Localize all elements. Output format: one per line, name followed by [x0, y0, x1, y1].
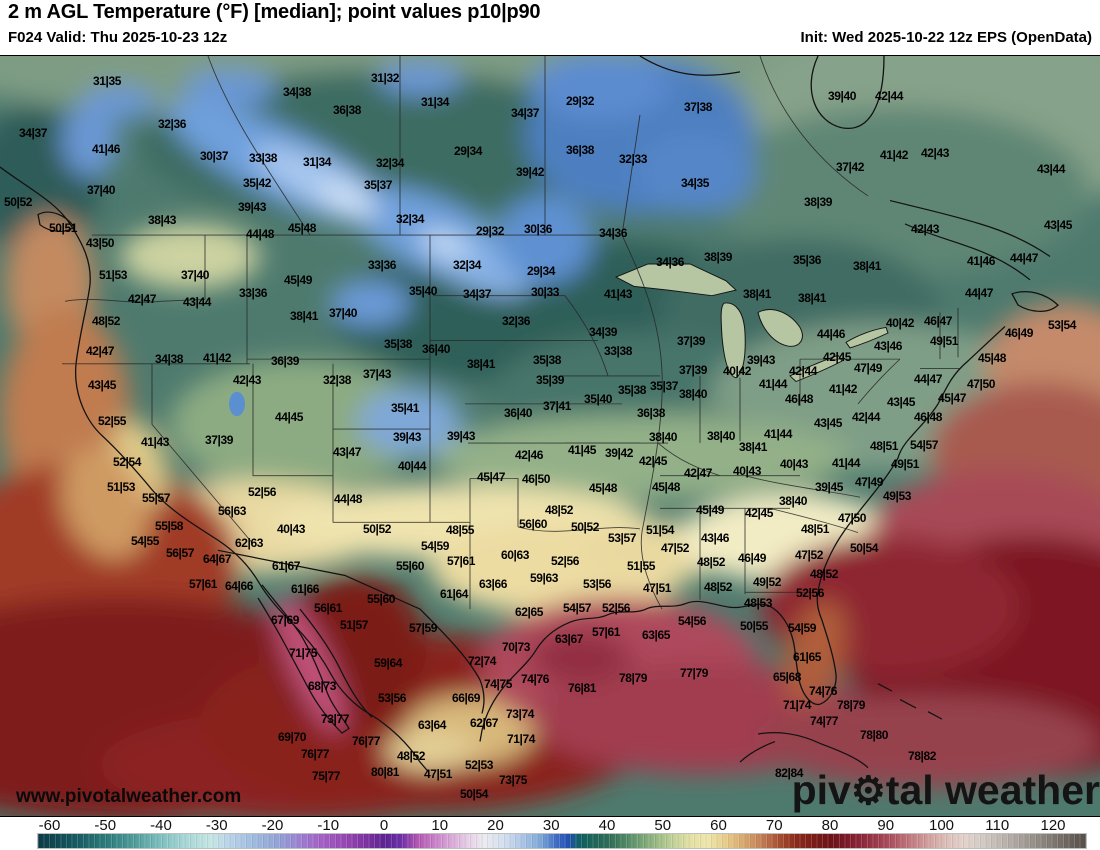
map-header: 2 m AGL Temperature (°F) [median]; point… — [0, 0, 1100, 55]
colorbar-tick: -10 — [317, 817, 340, 834]
colorbar-tick: 20 — [487, 817, 504, 834]
map-canvas: www.pivotalweather.com piv⚙tal weather — [0, 55, 1100, 817]
colorbar-tick: -30 — [205, 817, 228, 834]
colorbar-tick: 0 — [379, 817, 389, 834]
map-title: 2 m AGL Temperature (°F) [median]; point… — [8, 1, 541, 23]
coastlines — [0, 56, 1059, 772]
logo-text-pre: piv — [791, 767, 851, 813]
temperature-field-svg — [0, 56, 1100, 816]
colorbar-tick: -50 — [94, 817, 117, 834]
watermark-url: www.pivotalweather.com — [16, 786, 242, 807]
colorbar-tick: 50 — [654, 817, 672, 834]
colorbar: -60 -50 -40 -30 -20 -10 0 10 20 30 40 50 60 70 80 90 100… — [0, 817, 1100, 850]
great-lakes — [229, 263, 889, 417]
colorbar-tick: 60 — [710, 817, 727, 834]
colorbar-tick: 40 — [598, 817, 616, 834]
colorbar-tick: -20 — [261, 817, 284, 834]
colorbar-tick: 90 — [877, 817, 895, 834]
valid-time: F024 Valid: Thu 2025-10-23 12z — [8, 29, 228, 46]
pivotalweather-logo: piv⚙tal weather — [792, 767, 1100, 814]
logo-text-post: tal weather — [885, 767, 1100, 813]
gear-icon: ⚙ — [850, 770, 886, 813]
init-time: Init: Wed 2025-10-22 12z EPS (OpenData) — [800, 29, 1092, 46]
colorbar-tick: 30 — [542, 817, 560, 834]
colorbar-tick: 70 — [765, 817, 783, 834]
state-borders — [62, 56, 960, 610]
colorbar-tick: 10 — [431, 817, 449, 834]
colorbar-tick: -40 — [150, 817, 172, 834]
colorbar-tick: 110 — [985, 817, 1010, 834]
colorbar-gradient — [37, 833, 1087, 849]
colorbar-tick: 80 — [821, 817, 839, 834]
colorbar-tick: -60 — [38, 817, 61, 834]
colorbar-tick: 120 — [1040, 817, 1066, 834]
colorbar-tick: 100 — [928, 817, 955, 834]
